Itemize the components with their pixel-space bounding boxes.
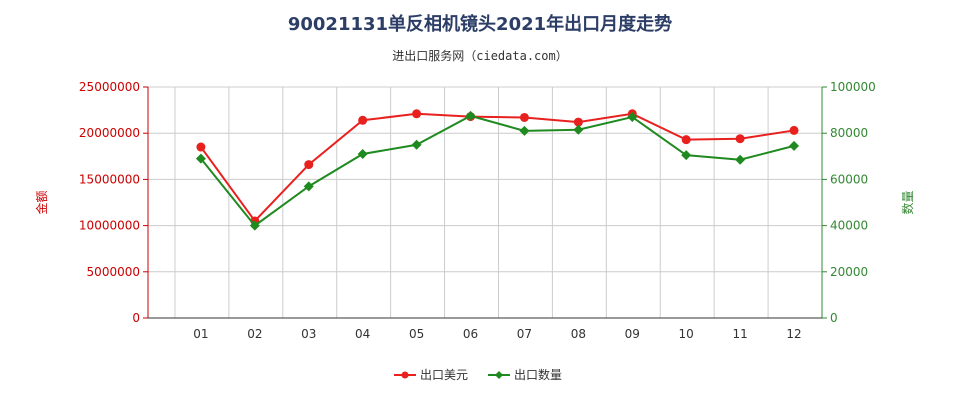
x-tick-label: 04 (355, 327, 370, 341)
series-point (573, 124, 584, 135)
series-point (304, 160, 314, 170)
left-tick-label: 20000000 (79, 126, 140, 140)
left-tick-label: 10000000 (79, 219, 140, 233)
right-tick-label: 100000 (830, 80, 876, 94)
right-axis-ticks: 0 20000 40000 60000 80000 100000 (822, 80, 876, 325)
chart-title: 90021131单反相机镜头2021年出口月度走势 (287, 14, 673, 35)
x-tick-label: 08 (571, 327, 586, 341)
x-axis-ticks: 01 02 03 04 05 06 07 08 09 10 11 12 (193, 327, 801, 341)
x-tick-label: 07 (517, 327, 532, 341)
x-tick-label: 02 (247, 327, 262, 341)
series-point (519, 112, 529, 122)
series-point (735, 154, 746, 165)
x-tick-label: 09 (625, 327, 640, 341)
x-tick-label: 12 (786, 327, 801, 341)
series-point (249, 220, 260, 231)
x-tick-label: 01 (193, 327, 208, 341)
right-tick-label: 0 (830, 311, 838, 325)
series-point (627, 112, 638, 123)
series-point (303, 181, 314, 192)
x-tick-label: 11 (732, 327, 747, 341)
series-layer (195, 109, 800, 231)
series-point (681, 150, 692, 161)
series-point (573, 117, 583, 127)
series-line-2 (200, 114, 795, 227)
legend: 出口美元 出口数量 (394, 367, 562, 382)
x-tick-label: 03 (301, 327, 316, 341)
left-tick-label: 25000000 (79, 80, 140, 94)
series-line-1 (200, 112, 795, 223)
right-tick-label: 20000 (830, 265, 868, 279)
left-tick-label: 0 (132, 311, 140, 325)
legend-marker (495, 371, 503, 379)
left-axis-ticks: 0 5000000 10000000 15000000 20000000 25000000 (79, 80, 148, 325)
series-point (789, 125, 799, 135)
y-axis-label-right: 数量 (900, 190, 915, 214)
legend-label-1: 出口美元 (420, 368, 468, 382)
series-point (789, 140, 800, 151)
left-tick-label: 5000000 (87, 265, 140, 279)
series-point (196, 142, 206, 152)
series-point (195, 153, 206, 164)
legend-label-2: 出口数量 (514, 367, 562, 382)
legend-marker (401, 371, 409, 379)
series-point (465, 110, 476, 121)
series-point (412, 109, 422, 119)
right-tick-label: 40000 (830, 219, 868, 233)
series-point (357, 148, 368, 159)
x-tick-label: 05 (409, 327, 424, 341)
series-point (681, 135, 691, 145)
series-point (358, 115, 368, 125)
grid-lines (148, 86, 823, 318)
chart-subtitle: 进出口服务网（ciedata.com） (392, 49, 568, 63)
x-tick-label: 10 (679, 327, 694, 341)
left-tick-label: 15000000 (79, 172, 140, 186)
y-axis-label-left: 金额 (34, 190, 49, 214)
series-point (411, 139, 422, 150)
right-tick-label: 60000 (830, 172, 868, 186)
right-tick-label: 80000 (830, 126, 868, 140)
x-tick-label: 06 (463, 327, 478, 341)
series-point (519, 125, 530, 136)
series-point (735, 134, 745, 144)
